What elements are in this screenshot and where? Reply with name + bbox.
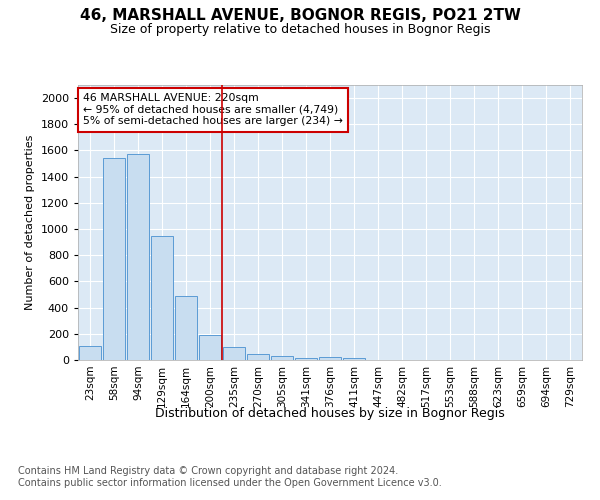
Y-axis label: Number of detached properties: Number of detached properties [25,135,35,310]
Bar [295,358,317,360]
Bar [151,236,173,360]
Text: 46 MARSHALL AVENUE: 220sqm
← 95% of detached houses are smaller (4,749)
5% of se: 46 MARSHALL AVENUE: 220sqm ← 95% of deta… [83,93,343,126]
Text: Distribution of detached houses by size in Bognor Regis: Distribution of detached houses by size … [155,408,505,420]
Bar [199,335,221,360]
Bar [247,354,269,360]
Bar [79,346,101,360]
Text: 46, MARSHALL AVENUE, BOGNOR REGIS, PO21 2TW: 46, MARSHALL AVENUE, BOGNOR REGIS, PO21 … [80,8,520,22]
Bar [319,358,341,360]
Text: Contains HM Land Registry data © Crown copyright and database right 2024.
Contai: Contains HM Land Registry data © Crown c… [18,466,442,487]
Bar [223,347,245,360]
Bar [343,358,365,360]
Bar [103,158,125,360]
Bar [271,356,293,360]
Bar [127,154,149,360]
Bar [175,296,197,360]
Text: Size of property relative to detached houses in Bognor Regis: Size of property relative to detached ho… [110,22,490,36]
